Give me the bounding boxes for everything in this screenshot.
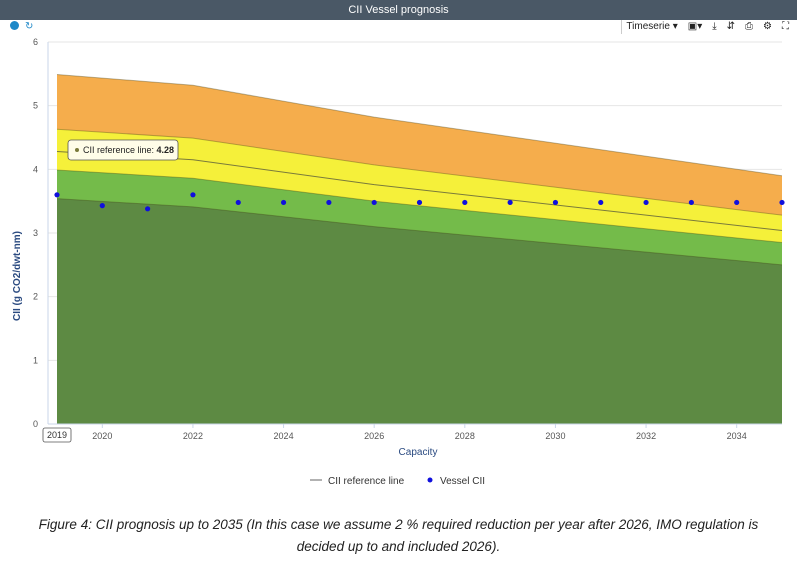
band-edge-a: [56, 198, 783, 266]
timeserie-label: Timeserie: [626, 21, 670, 32]
band-a: [57, 198, 782, 424]
vessel-cii-point: [145, 206, 151, 212]
x-tick-label: 2030: [545, 431, 565, 441]
sort-icon[interactable]: ⇵: [726, 21, 736, 32]
vessel-cii-point: [190, 192, 196, 198]
band-edge-b: [56, 169, 783, 244]
caption-line-1: Figure 4: CII prognosis up to 2035 (In t…: [38, 517, 759, 532]
vessel-cii-point: [371, 199, 377, 206]
x-highlight-label: 2019: [47, 430, 67, 440]
vessel-cii-point: [552, 199, 559, 206]
legend-item-reference[interactable]: CII reference line: [328, 476, 405, 487]
y-tick-label: 2: [33, 292, 38, 302]
chart-toolbar: ↻ Timeserie ▾ ▣▾ ⤓ ⇵ ⎙ ⚙ ⛶: [0, 20, 797, 34]
tooltip-label: CII reference line:: [83, 145, 157, 155]
x-tick-label: 2022: [183, 431, 203, 441]
vessel-cii-point: [280, 199, 287, 206]
vessel-cii-point: [235, 199, 241, 206]
y-axis: 0 1 2 3 4 5 6: [33, 37, 49, 429]
y-tick-label: 1: [33, 355, 38, 365]
x-tick-label: 2024: [274, 431, 294, 441]
cii-chart: 0 1 2 3 4 5 6 2020 2022 2024 2026 2028 2030 2032 2034…: [12, 37, 785, 487]
y-tick-label: 0: [33, 419, 38, 429]
legend-dot-swatch: [427, 477, 433, 483]
x-tick-label: 2028: [455, 431, 475, 441]
print-icon[interactable]: ⎙: [745, 21, 754, 32]
settings-icon[interactable]: ⚙: [763, 21, 772, 32]
legend-item-vessel[interactable]: Vessel CII: [440, 476, 485, 487]
vessel-cii-point: [462, 199, 468, 206]
y-tick-label: 4: [33, 164, 38, 174]
y-tick-label: 6: [33, 37, 38, 47]
vessel-cii-point: [643, 199, 649, 206]
vessel-cii-point: [99, 203, 105, 209]
refresh-icon[interactable]: ↻: [25, 21, 34, 32]
vessel-cii-point: [416, 199, 423, 206]
tooltip-text: CII reference line: 4.28: [83, 145, 174, 155]
window-title: CII Vessel prognosis: [0, 0, 797, 20]
figure-caption: Figure 4: CII prognosis up to 2035 (In t…: [0, 514, 797, 558]
vessel-cii-point: [734, 199, 740, 206]
x-tick-label: 2034: [727, 431, 747, 441]
band-edge-c: [56, 128, 783, 216]
x-tick-label: 2026: [364, 431, 384, 441]
tooltip-value: 4.28: [157, 145, 175, 155]
fullscreen-icon[interactable]: ⛶: [782, 21, 789, 32]
save-icon[interactable]: ▣▾: [687, 21, 703, 32]
y-tick-label: 3: [33, 228, 38, 238]
download-icon[interactable]: ⤓: [712, 21, 717, 32]
x-axis: 2020 2022 2024 2026 2028 2030 2032 2034 2019: [42, 423, 782, 443]
legend: CII reference line Vessel CII: [310, 476, 485, 487]
tooltip: CII reference line: 4.28: [67, 139, 179, 161]
tooltip-box: [67, 139, 179, 161]
info-icon[interactable]: [10, 21, 19, 30]
x-tick-label: 2032: [636, 431, 656, 441]
vessel-cii-point: [326, 199, 332, 206]
vessel-cii-point: [54, 192, 60, 198]
band-edge-d: [56, 73, 783, 177]
x-tick-label: 2020: [92, 431, 112, 441]
area-bands: [56, 73, 783, 424]
y-tick-label: 5: [33, 101, 38, 111]
vessel-cii-point: [779, 199, 785, 206]
tooltip-marker: [75, 148, 79, 152]
y-axis-label: CII (g CO2/dwt-nm): [12, 231, 23, 321]
timeserie-dropdown[interactable]: Timeserie ▾: [626, 21, 678, 32]
x-highlight-box: [42, 427, 72, 443]
x-axis-label: Capacity: [399, 447, 438, 458]
caption-line-2: decided up to and included 2026).: [296, 539, 501, 554]
vessel-cii-point: [598, 199, 604, 206]
vessel-cii-point: [688, 199, 694, 206]
vessel-cii-point: [507, 199, 513, 206]
